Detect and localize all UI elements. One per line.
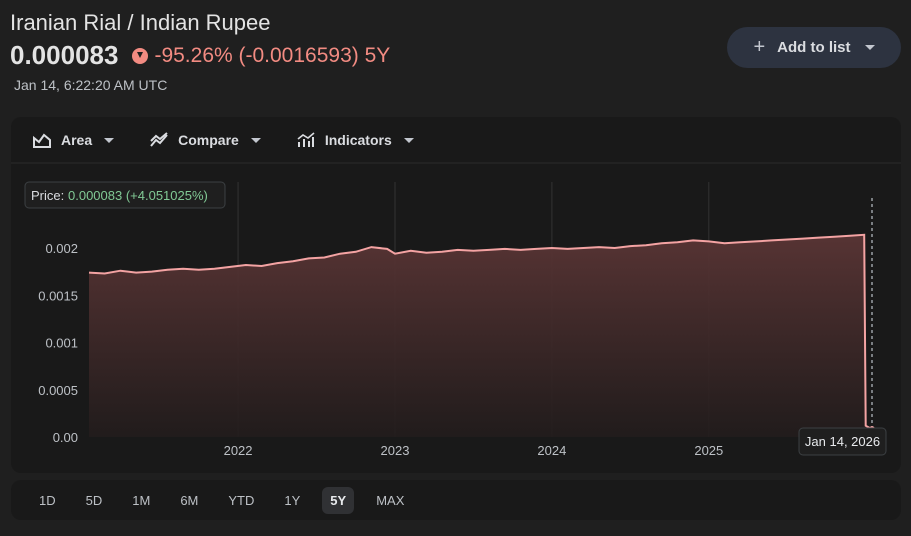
date-tooltip: Jan 14, 2026 [798, 427, 887, 456]
tooltip-date: Jan 14, 2026 [805, 434, 880, 449]
range-option-5d[interactable]: 5D [85, 492, 103, 508]
price-line [88, 233, 873, 431]
indicators-label: Indicators [324, 132, 392, 148]
y-tick-label: 0.002 [45, 241, 78, 256]
x-tick-label: 2025 [694, 443, 723, 458]
down-arrow-icon [132, 47, 149, 64]
chevron-down-icon [864, 45, 875, 50]
y-tick-label: 0.001 [45, 336, 78, 351]
compare-icon [150, 132, 168, 147]
add-to-list-label: Add to list [777, 39, 851, 56]
x-axis: 2022 2023 2024 2025 [224, 443, 724, 458]
range-option-1y[interactable]: 1Y [284, 492, 301, 508]
y-axis: 0.00 0.0005 0.001 0.0015 0.002 [38, 241, 78, 445]
timestamp: Jan 14, 6:22:20 AM UTC [14, 77, 168, 93]
chevron-down-icon [104, 137, 115, 143]
add-to-list-button[interactable]: + Add to list [727, 27, 901, 68]
price-row: 0.000083 -95.26% (-0.0016593) 5Y [10, 40, 390, 71]
range-option-1d[interactable]: 1D [39, 492, 56, 508]
y-tick-label: 0.0015 [38, 288, 78, 303]
chart-type-label: Area [61, 132, 93, 148]
tooltip-price-label: Price: [31, 188, 64, 203]
current-price: 0.000083 [10, 40, 119, 70]
chevron-down-icon [403, 137, 414, 143]
x-tick-label: 2024 [537, 443, 566, 458]
price-tooltip: Price: 0.000083 (+4.051025%) [24, 181, 226, 209]
x-tick-label: 2023 [381, 443, 410, 458]
area-chart-icon [33, 133, 51, 148]
range-option-ytd[interactable]: YTD [228, 492, 255, 508]
y-tick-label: 0.00 [53, 430, 78, 445]
x-tick-label: 2022 [224, 443, 253, 458]
page-title: Iranian Rial / Indian Rupee [10, 10, 271, 35]
range-option-max[interactable]: MAX [376, 492, 405, 508]
range-option-1m[interactable]: 1M [132, 492, 151, 508]
price-change: -95.26% (-0.0016593) 5Y [154, 43, 391, 67]
chart-toolbar: Area Compare Indicators [11, 117, 901, 163]
indicators-icon [297, 132, 315, 147]
chart-type-button[interactable]: Area [33, 132, 115, 148]
indicators-button[interactable]: Indicators [297, 132, 414, 148]
compare-button[interactable]: Compare [150, 132, 261, 148]
tooltip-price-value: 0.000083 (+4.051025%) [68, 188, 208, 203]
compare-label: Compare [178, 132, 239, 148]
range-option-5y[interactable]: 5Y [322, 486, 355, 514]
range-option-6m[interactable]: 6M [180, 492, 199, 508]
y-tick-label: 0.0005 [38, 383, 78, 398]
range-selector: 1D 5D 1M 6M YTD 1Y 5Y MAX [11, 480, 901, 520]
plus-icon: + [753, 36, 766, 58]
price-area [89, 234, 872, 437]
chevron-down-icon [250, 137, 261, 143]
